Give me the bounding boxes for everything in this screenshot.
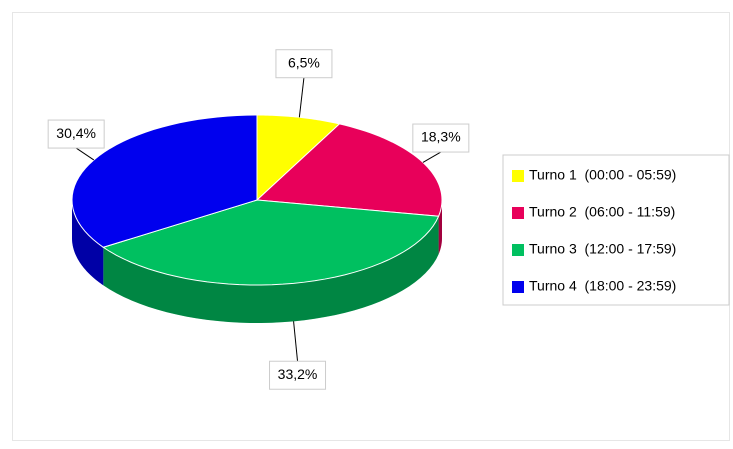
slice	[71, 114, 258, 248]
slice-side-shade	[103, 216, 439, 323]
slice-side	[103, 216, 439, 323]
leader-line	[422, 151, 442, 163]
legend-label: Turno 3 (12:00 - 17:59)	[529, 241, 676, 257]
slice-side-shade	[438, 200, 442, 255]
label-box	[412, 123, 470, 153]
legend-swatch	[512, 207, 524, 219]
data-label: 30,4%	[56, 125, 96, 141]
legend-label: Turno 2 (06:00 - 11:59)	[529, 204, 675, 220]
label-box	[275, 49, 333, 79]
label-box	[47, 119, 105, 149]
slice-side	[72, 200, 104, 286]
legend-box	[502, 154, 730, 306]
data-label: 33,2%	[278, 366, 318, 382]
legend-swatch	[512, 170, 524, 182]
data-label: 6,5%	[288, 54, 320, 70]
legend-label: Turno 4 (18:00 - 23:59)	[529, 278, 676, 294]
leader-line	[293, 321, 299, 362]
legend-swatch	[512, 244, 524, 256]
slice	[256, 114, 341, 202]
leader-line	[298, 77, 305, 118]
legend-label: Turno 1 (00:00 - 05:59)	[529, 167, 676, 183]
slice-side	[438, 200, 442, 255]
data-label: 18,3%	[421, 129, 461, 145]
slice	[102, 199, 440, 286]
legend-swatch	[512, 281, 524, 293]
slice-side-shade	[72, 200, 104, 286]
leader-line	[75, 147, 95, 161]
label-box	[269, 360, 327, 390]
